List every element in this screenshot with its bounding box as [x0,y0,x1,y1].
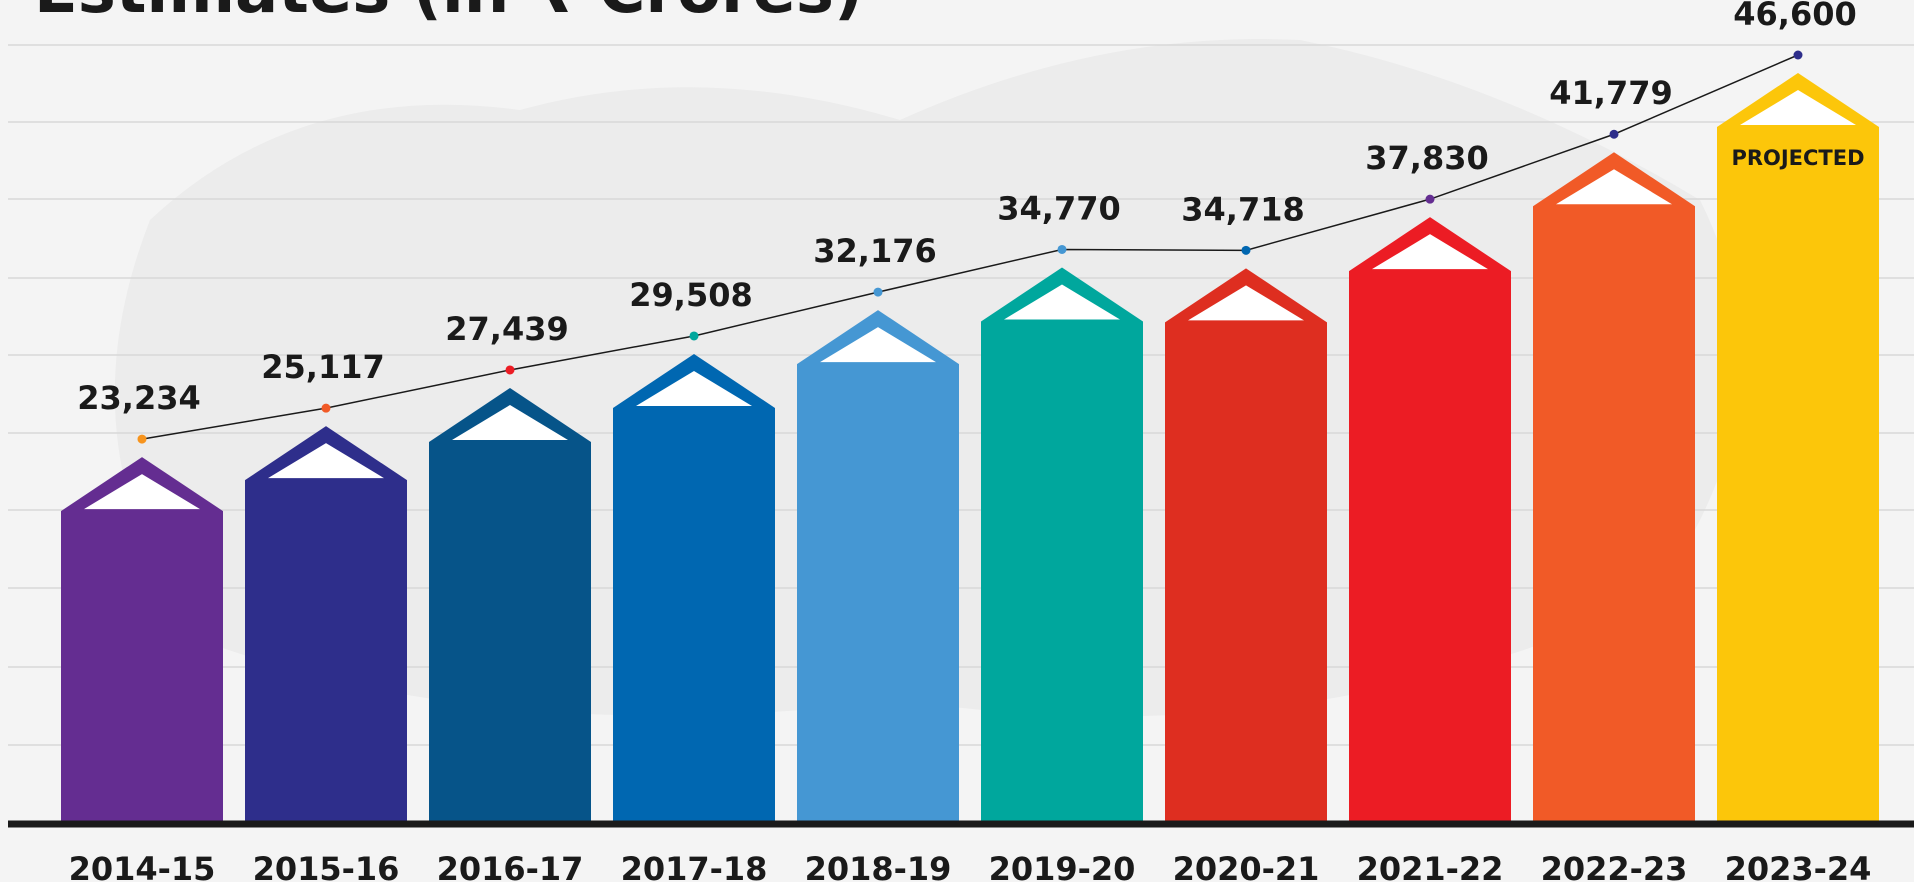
bar-roof-highlight [1556,169,1672,205]
data-label: 34,718 [1181,190,1304,228]
data-label: 46,600 [1733,0,1856,33]
x-tick-label: 2018-19 [805,850,952,882]
data-label: 37,830 [1365,139,1488,177]
data-label: 34,770 [997,189,1120,227]
line-point [321,403,331,413]
line-point [1425,194,1435,204]
bar [61,457,223,821]
x-tick-label: 2022-23 [1541,850,1688,882]
bar-roof-highlight [268,443,384,479]
bar [1533,152,1695,822]
line-point [873,287,883,297]
data-label: 23,234 [77,379,200,417]
chart-title: Estimates (in ₹ Crores) [34,0,863,28]
bar [1717,73,1879,821]
x-tick-label: 2014-15 [69,850,216,882]
bar [981,267,1143,821]
bar-roof-highlight [636,370,752,406]
x-tick-label: 2016-17 [437,850,584,882]
bar [797,310,959,821]
line-point [1793,50,1803,60]
bar-roof-highlight [1372,234,1488,270]
bar [429,387,591,821]
data-label: 29,508 [629,276,752,314]
line-point [137,434,147,444]
bar [1165,268,1327,821]
data-label: 27,439 [445,310,568,348]
bar-roof-highlight [1188,285,1304,321]
line-point [1057,244,1067,254]
bar-roof-highlight [452,404,568,440]
bar-roof-highlight [1740,90,1856,125]
x-tick-label: 2021-22 [1357,850,1504,882]
x-tick-label: 2017-18 [621,850,768,882]
bar [245,426,407,821]
x-tick-label: 2019-20 [989,850,1136,882]
bar [1349,217,1511,821]
data-label: 25,117 [261,348,384,386]
line-point [689,331,699,341]
data-label: 32,176 [813,232,936,270]
x-tick-label: 2020-21 [1173,850,1320,882]
bar-roof-highlight [84,474,200,510]
x-tick-label: 2023-24 [1725,850,1872,882]
bar-roof-highlight [820,327,936,363]
annotation: PROJECTED [1731,146,1864,170]
trend-line [141,54,1799,440]
data-label: 41,779 [1549,74,1672,112]
line-point [1609,129,1619,139]
bar [613,353,775,821]
line-point [505,365,515,375]
line-point [1241,245,1251,255]
bar-roof-highlight [1004,284,1120,320]
x-tick-label: 2015-16 [253,850,400,882]
